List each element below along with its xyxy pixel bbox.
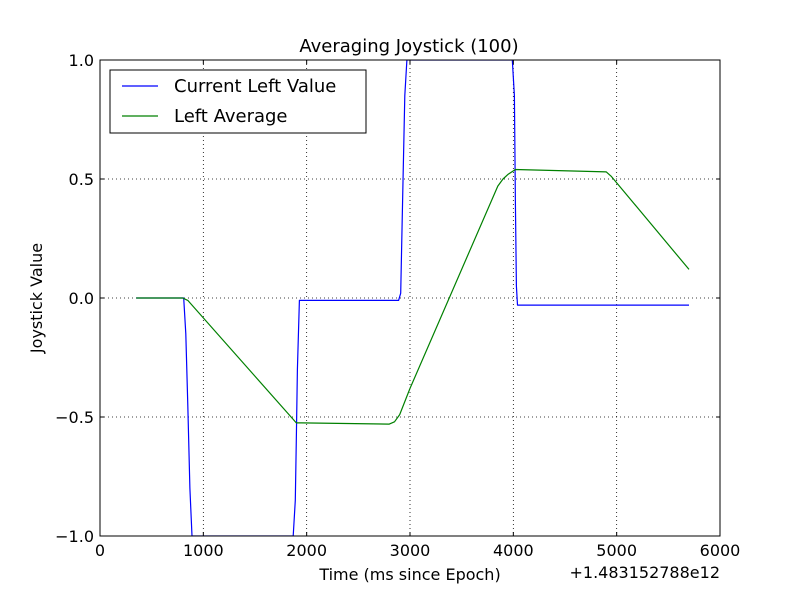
y-tick-label: 0.5 — [69, 170, 94, 189]
y-tick-label: 1.0 — [69, 51, 94, 70]
x-tick-label: 3000 — [390, 541, 431, 560]
y-tick-label: −1.0 — [55, 527, 94, 546]
legend-box — [109, 69, 367, 134]
plot-lines — [136, 60, 690, 536]
x-tick-label: 6000 — [700, 541, 741, 560]
series-line-left-average — [136, 168, 690, 425]
grid-lines — [100, 60, 720, 536]
x-tick-label: 2000 — [286, 541, 327, 560]
legend: Current Left Value Left Average — [109, 69, 367, 134]
x-tick-label: 0 — [95, 541, 105, 560]
x-offset-label: +1.483152788e12 — [570, 563, 721, 582]
y-axis-label: Joystick Value — [27, 243, 46, 354]
legend-label-left-average: Left Average — [174, 106, 288, 127]
series-line-current-left-value — [136, 60, 689, 536]
x-tick-label: 4000 — [493, 541, 534, 560]
y-tick-label: 0.0 — [69, 289, 94, 308]
x-axis-label: Time (ms since Epoch) — [318, 565, 500, 584]
x-tick-label: 5000 — [596, 541, 637, 560]
chart-title: Averaging Joystick (100) — [299, 36, 518, 57]
axis-ticks: 0 1000 2000 3000 4000 5000 6000 −1.0 −0.5 0.0 0.5 1… — [55, 51, 740, 560]
legend-label-current-left-value: Current Left Value — [174, 76, 336, 97]
y-tick-label: −0.5 — [55, 408, 94, 427]
x-tick-label: 1000 — [183, 541, 224, 560]
